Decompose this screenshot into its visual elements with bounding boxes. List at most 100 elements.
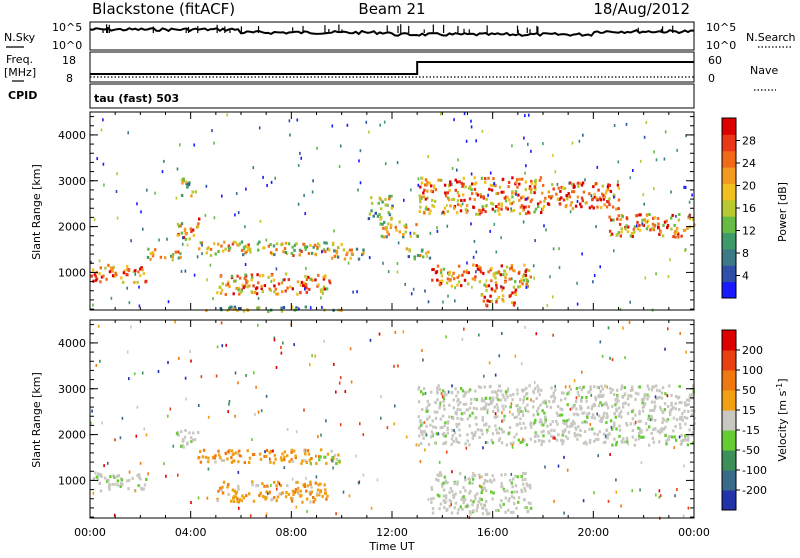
echo-cell	[397, 241, 400, 245]
echo-cell	[587, 406, 590, 409]
echo-cell	[238, 454, 242, 458]
echo-cell	[593, 416, 596, 420]
echo-cell	[536, 412, 540, 416]
echo-cell	[475, 264, 478, 268]
echo-cell	[464, 402, 468, 406]
echo-cell	[451, 428, 454, 432]
echo-cell	[461, 417, 464, 421]
echo-cell	[243, 245, 246, 249]
echo-cell	[130, 239, 132, 243]
echo-cell	[273, 496, 276, 500]
echo-cell	[686, 443, 690, 447]
echo-cell	[619, 307, 622, 311]
echo-cell	[675, 418, 679, 422]
echo-cell	[497, 202, 500, 206]
echo-cell	[651, 226, 654, 230]
echo-cell	[478, 500, 481, 504]
echo-cell	[495, 391, 498, 395]
x-tick-label: 20:00	[577, 526, 609, 539]
echo-cell	[220, 488, 223, 492]
echo-cell	[608, 203, 611, 207]
echo-cell	[527, 501, 531, 505]
echo-cell	[627, 394, 630, 398]
echo-cell	[494, 289, 497, 293]
echo-cell	[495, 205, 498, 208]
echo-cell	[466, 261, 468, 265]
echo-cell	[626, 412, 630, 415]
echo-cell	[590, 393, 593, 397]
echo-cell	[533, 191, 536, 195]
echo-cell	[184, 237, 188, 241]
echo-cell	[293, 243, 297, 247]
echo-cell	[96, 478, 100, 482]
echo-cell	[632, 169, 634, 172]
echo-cell	[138, 304, 141, 308]
echo-cell	[426, 254, 428, 258]
echo-cell	[496, 415, 499, 419]
echo-cell	[217, 449, 220, 453]
echo-cell	[218, 285, 221, 289]
echo-cell	[640, 435, 643, 439]
echo-cell	[452, 406, 455, 410]
echo-cell	[508, 497, 511, 501]
echo-cell	[431, 434, 434, 438]
echo-cell	[483, 295, 486, 299]
echo-cell	[685, 350, 687, 354]
echo-cell	[653, 400, 656, 404]
echo-cell	[576, 199, 579, 203]
echo-cell	[297, 164, 300, 167]
echo-cell	[165, 474, 167, 478]
echo-cell	[563, 186, 567, 190]
echo-cell	[660, 396, 664, 400]
echo-cell	[470, 119, 472, 123]
echo-cell	[187, 183, 191, 187]
echo-cell	[455, 437, 458, 441]
echo-cell	[578, 386, 581, 390]
echo-cell	[627, 403, 630, 407]
echo-cell	[520, 426, 523, 430]
echo-cell	[481, 418, 484, 422]
echo-cell	[296, 480, 299, 484]
echo-cell	[422, 255, 425, 259]
echo-cell	[527, 142, 529, 146]
echo-cell	[636, 220, 639, 224]
echo-cell	[534, 187, 537, 191]
echo-cell	[639, 159, 642, 163]
echo-cell	[115, 273, 118, 277]
echo-cell	[647, 394, 650, 398]
echo-cell	[106, 479, 109, 483]
echo-cell	[478, 333, 480, 337]
echo-cell	[261, 290, 264, 293]
echo-cell	[571, 190, 574, 194]
echo-cell	[525, 164, 527, 168]
echo-cell	[483, 423, 486, 427]
echo-cell	[637, 392, 640, 396]
echo-cell	[123, 269, 126, 273]
echo-cell	[615, 478, 617, 482]
echo-cell	[629, 176, 632, 180]
echo-cell	[627, 225, 630, 229]
echo-cell	[602, 414, 605, 418]
echo-cell	[622, 402, 625, 406]
echo-cell	[308, 287, 311, 291]
echo-cell	[237, 286, 240, 290]
echo-cell	[678, 213, 681, 216]
echo-cell	[435, 477, 438, 481]
echo-cell	[664, 130, 667, 134]
echo-cell	[670, 435, 674, 439]
echo-cell	[205, 251, 208, 255]
echo-cell	[492, 274, 495, 278]
echo-cell	[101, 421, 103, 425]
echo-cell	[423, 188, 426, 192]
echo-cell	[626, 440, 629, 444]
echo-cell	[491, 432, 495, 436]
echo-cell	[224, 247, 227, 251]
echo-cell	[357, 188, 359, 192]
echo-cell	[324, 275, 327, 279]
echo-cell	[282, 278, 284, 282]
echo-cell	[417, 400, 421, 404]
echo-cell	[272, 449, 274, 453]
echo-cell	[658, 440, 661, 444]
echo-cell	[444, 191, 447, 195]
echo-cell	[92, 491, 95, 495]
